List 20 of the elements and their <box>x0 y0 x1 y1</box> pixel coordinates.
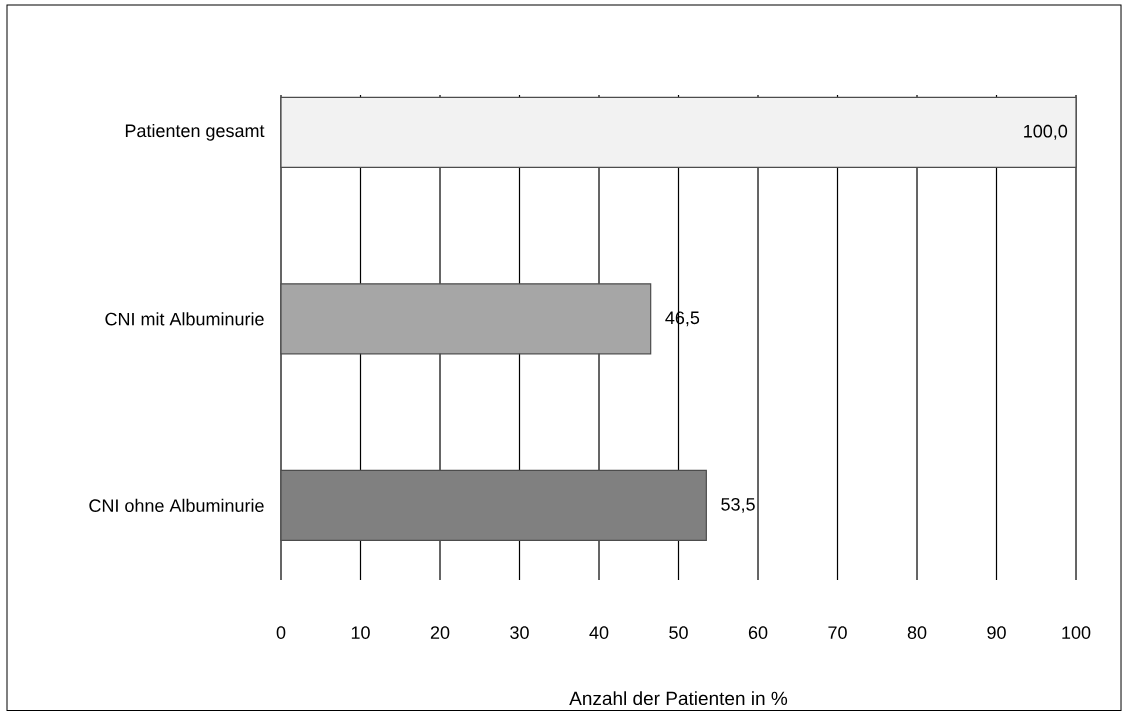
x-tick-label: 70 <box>828 626 847 639</box>
data-label: 53,5 <box>721 497 755 513</box>
x-tick-label: 50 <box>669 626 688 639</box>
x-tick-label: 60 <box>748 626 768 639</box>
x-axis-title: Anzahl der Patienten in % <box>569 691 788 706</box>
y-tick-label: CNI ohne Albuminurie <box>89 498 264 512</box>
x-tick-label: 40 <box>589 626 609 639</box>
data-label: 100,0 <box>1024 124 1068 140</box>
bar <box>280 96 1077 168</box>
y-tick-label: CNI mit Albuminurie <box>105 312 264 326</box>
x-tick-label: 20 <box>430 626 450 639</box>
x-tick-label: 80 <box>907 626 927 639</box>
x-tick-label: 30 <box>510 626 529 639</box>
bar <box>280 469 707 541</box>
x-tick-label: 10 <box>351 626 370 639</box>
x-tick-label: 0 <box>276 626 286 639</box>
y-tick-label: Patienten gesamt <box>125 123 265 141</box>
x-tick-label: 100 <box>1062 626 1091 639</box>
bar <box>280 283 652 355</box>
x-tick-label: 90 <box>987 626 1006 639</box>
